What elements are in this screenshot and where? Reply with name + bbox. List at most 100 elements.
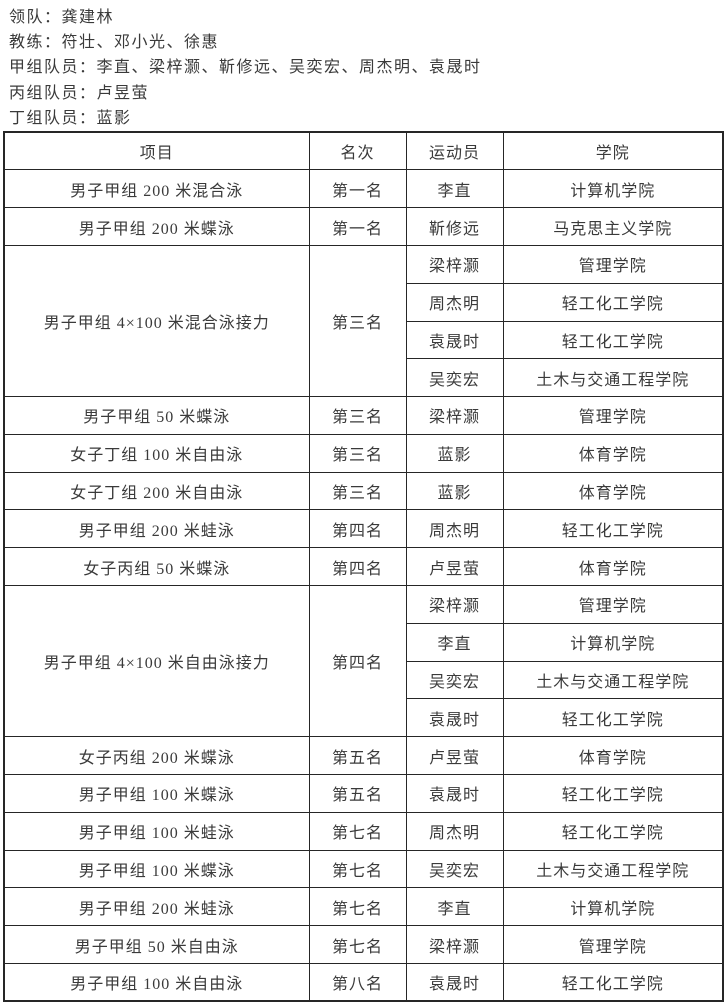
- event-cell: 男子甲组 100 米自由泳: [3, 963, 310, 1002]
- college-cell: 轻工化工学院: [502, 320, 724, 360]
- rank-cell: 第五名: [308, 774, 407, 813]
- college-cell: 轻工化工学院: [502, 698, 724, 738]
- table-row: 男子甲组 200 米蛙泳 第四名 周杰明 轻工化工学院: [3, 509, 724, 549]
- table-row: 女子丙组 50 米蝶泳 第四名 卢昱萤 体育学院: [3, 547, 724, 587]
- athlete-cell: 袁晟时: [405, 320, 504, 360]
- rank-cell: 第三名: [308, 244, 407, 398]
- table-row: 男子甲组 50 米自由泳 第七名 梁梓灏 管理学院: [3, 925, 724, 965]
- table-row: 男子甲组 100 米自由泳 第八名 袁晟时 轻工化工学院: [3, 963, 724, 1002]
- table-row: 男子甲组 200 米蝶泳 第一名 靳修远 马克思主义学院: [3, 207, 724, 246]
- event-cell: 男子甲组 200 米蝶泳: [3, 207, 310, 246]
- college-cell: 管理学院: [502, 396, 724, 435]
- event-cell: 男子甲组 50 米自由泳: [3, 925, 310, 965]
- college-cell: 计算机学院: [502, 169, 724, 209]
- table-row: 女子丁组 100 米自由泳 第三名 蓝影 体育学院: [3, 433, 724, 473]
- college-cell: 土木与交通工程学院: [502, 660, 724, 700]
- column-header-college: 学院: [502, 131, 724, 171]
- table-row: 袁晟时 轻工化工学院: [4, 320, 724, 360]
- athlete-cell: 梁梓灏: [405, 396, 504, 435]
- table-row: 男子甲组 50 米蝶泳 第三名 梁梓灏 管理学院: [3, 396, 724, 435]
- rank-cell: 第八名: [308, 963, 407, 1002]
- results-table-body: 男子甲组 200 米混合泳 第一名 李直 计算机学院 男子甲组 200 米蝶泳 第一名 靳修…: [3, 169, 724, 1002]
- athlete-cell: 卢昱萤: [405, 547, 504, 587]
- table-row: 男子甲组 100 米蛙泳 第七名 周杰明 轻工化工学院: [3, 811, 724, 851]
- college-cell: 轻工化工学院: [502, 963, 724, 1002]
- athlete-cell: 梁梓灏: [405, 925, 504, 965]
- table-row: 男子甲组 200 米混合泳 第一名 李直 计算机学院: [3, 169, 724, 209]
- event-cell: 男子甲组 100 米蛙泳: [3, 811, 310, 851]
- table-row: 男子甲组 4×100 米自由泳接力 第四名 梁梓灏 管理学院: [3, 585, 724, 738]
- rank-cell: 第三名: [308, 396, 407, 435]
- table-row: 吴奕宏 土木与交通工程学院: [4, 358, 724, 398]
- table-row: 男子甲组 4×100 米混合泳接力 第三名 梁梓灏 管理学院: [3, 244, 724, 398]
- athlete-cell: 梁梓灏: [405, 585, 504, 624]
- college-cell: 管理学院: [502, 244, 724, 284]
- college-cell: 土木与交通工程学院: [502, 358, 724, 398]
- college-cell: 体育学院: [502, 471, 724, 511]
- group-c-members-line: 丙组队员：卢昱萤: [9, 84, 150, 102]
- athlete-cell: 吴奕宏: [405, 358, 504, 398]
- athlete-cell: 李直: [405, 887, 504, 927]
- college-cell: 体育学院: [502, 433, 724, 473]
- athlete-cell: 李直: [405, 622, 504, 662]
- table-row: 女子丙组 200 米蝶泳 第五名 卢昱萤 体育学院: [3, 736, 724, 776]
- table-header-row: 项目 名次 运动员 学院: [3, 131, 724, 171]
- rank-cell: 第七名: [308, 887, 407, 927]
- rank-cell: 第三名: [308, 471, 407, 511]
- college-cell: 管理学院: [502, 585, 724, 624]
- team-info-header: 领队：龚建林 教练：符壮、邓小光、徐惠 甲组队员：李直、梁梓灏、靳修远、吴奕宏、…: [0, 0, 726, 131]
- college-cell: 轻工化工学院: [502, 509, 724, 549]
- college-cell: 轻工化工学院: [502, 811, 724, 851]
- athlete-cell: 周杰明: [405, 811, 504, 851]
- group-d-members-line: 丁组队员：蓝影: [9, 109, 132, 127]
- athlete-cell: 蓝影: [405, 471, 504, 511]
- college-cell: 计算机学院: [502, 622, 724, 662]
- college-cell: 体育学院: [502, 736, 724, 776]
- athlete-cell: 袁晟时: [405, 963, 504, 1002]
- event-cell: 男子甲组 100 米蝶泳: [3, 849, 310, 889]
- rank-cell: 第七名: [308, 925, 407, 965]
- college-cell: 土木与交通工程学院: [502, 849, 724, 889]
- event-cell: 男子甲组 50 米蝶泳: [3, 396, 310, 435]
- event-cell: 男子甲组 100 米蝶泳: [3, 774, 310, 813]
- table-row: 周杰明 轻工化工学院: [4, 282, 724, 322]
- college-cell: 轻工化工学院: [502, 774, 724, 813]
- athlete-cell: 卢昱萤: [405, 736, 504, 776]
- rank-cell: 第一名: [308, 207, 407, 246]
- college-cell: 管理学院: [502, 925, 724, 965]
- table-row: 男子甲组 100 米蝶泳 第七名 吴奕宏 土木与交通工程学院: [3, 849, 724, 889]
- athlete-cell: 蓝影: [405, 433, 504, 473]
- rank-cell: 第七名: [308, 849, 407, 889]
- rank-cell: 第七名: [308, 811, 407, 851]
- athlete-cell: 吴奕宏: [405, 660, 504, 700]
- athlete-cell: 袁晟时: [405, 698, 504, 738]
- rank-cell: 第五名: [308, 736, 407, 776]
- team-leader-line: 领队：龚建林: [9, 9, 115, 26]
- event-cell: 女子丁组 100 米自由泳: [3, 433, 310, 473]
- table-row: 李直 计算机学院: [4, 622, 724, 662]
- table-row: 男子甲组 200 米蛙泳 第七名 李直 计算机学院: [3, 887, 724, 927]
- rank-cell: 第三名: [308, 433, 407, 473]
- table-row: 男子甲组 100 米蝶泳 第五名 袁晟时 轻工化工学院: [3, 774, 724, 813]
- coaches-line: 教练：符壮、邓小光、徐惠: [9, 34, 220, 52]
- rank-cell: 第一名: [308, 169, 407, 209]
- event-cell: 女子丙组 50 米蝶泳: [3, 547, 310, 587]
- college-cell: 马克思主义学院: [502, 207, 724, 246]
- athlete-cell: 梁梓灏: [405, 244, 504, 284]
- athlete-cell: 周杰明: [405, 282, 504, 322]
- athlete-cell: 袁晟时: [405, 774, 504, 813]
- column-header-rank: 名次: [308, 131, 407, 171]
- college-cell: 体育学院: [502, 547, 724, 587]
- college-cell: 轻工化工学院: [502, 282, 724, 322]
- column-header-event: 项目: [3, 131, 310, 171]
- athlete-cell: 靳修远: [405, 207, 504, 246]
- results-table: 项目 名次 运动员 学院 男子甲组 200 米混合泳 第一名 李直 计算机学院 男子甲组…: [3, 131, 724, 1002]
- event-cell: 男子甲组 4×100 米混合泳接力: [3, 244, 310, 398]
- athlete-cell: 周杰明: [405, 509, 504, 549]
- rank-cell: 第四名: [308, 585, 407, 738]
- event-cell: 男子甲组 200 米蛙泳: [3, 509, 310, 549]
- rank-cell: 第四名: [308, 509, 407, 549]
- group-a-members-line: 甲组队员：李直、梁梓灏、靳修远、吴奕宏、周杰明、袁晟时: [9, 59, 482, 77]
- table-row: 女子丁组 200 米自由泳 第三名 蓝影 体育学院: [3, 471, 724, 511]
